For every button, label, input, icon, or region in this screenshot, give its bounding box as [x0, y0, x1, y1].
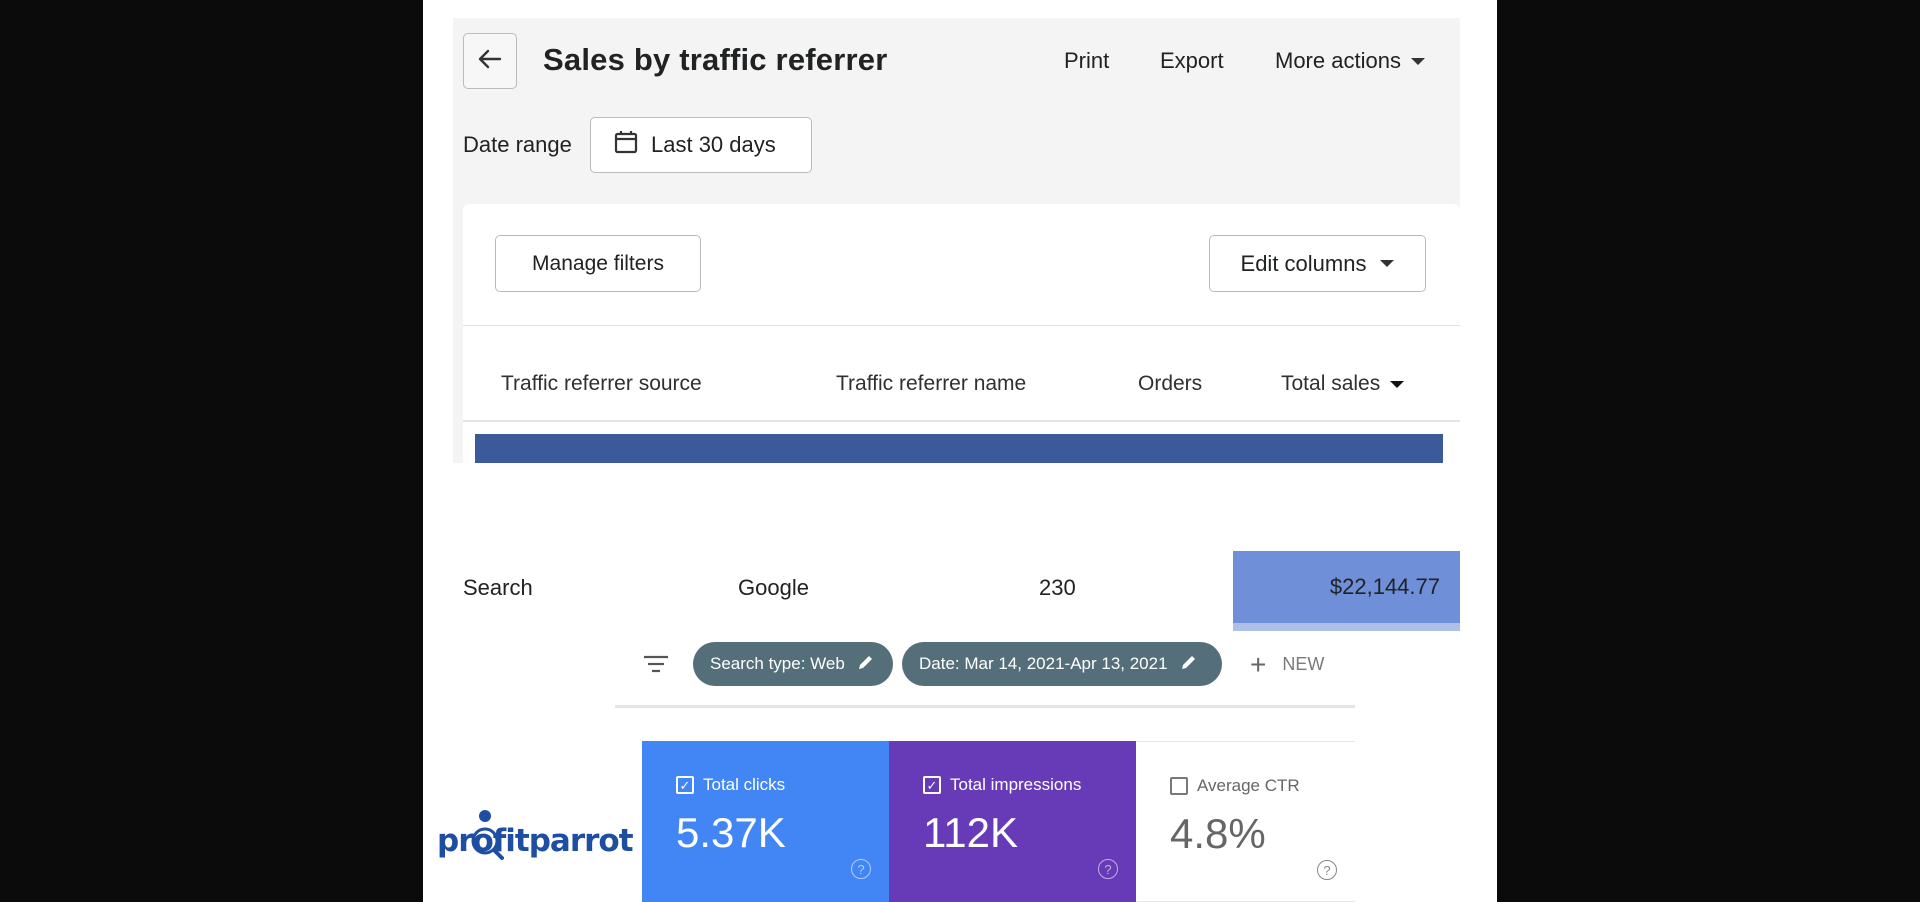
- cell-total-sales-value: $22,144.77: [1329, 574, 1440, 599]
- metric-card-total-impressions[interactable]: ✓ Total impressions 112K ?: [889, 741, 1136, 902]
- metric-label-text: Total clicks: [703, 775, 786, 794]
- help-icon[interactable]: ?: [1098, 859, 1118, 879]
- date-range-value: Last 30 days: [651, 132, 776, 157]
- metric-label-text: Total impressions: [950, 775, 1082, 794]
- chevron-down-icon: [1410, 57, 1425, 65]
- more-actions-label: More actions: [1275, 48, 1401, 73]
- logo-text: profitparrot: [437, 823, 634, 859]
- checkbox-checked-icon[interactable]: ✓: [923, 776, 941, 794]
- cell-source: Search: [463, 575, 533, 600]
- chevron-down-icon: [1380, 260, 1395, 267]
- metric-label: ✓ Total clicks: [676, 775, 785, 795]
- edit-columns-button[interactable]: Edit columns: [1209, 235, 1426, 292]
- checkbox-checked-icon[interactable]: ✓: [676, 776, 694, 794]
- cell-name: Google: [738, 575, 809, 600]
- column-header-orders[interactable]: Orders: [1138, 372, 1203, 395]
- profitparrot-logo: profitparrot: [437, 805, 634, 865]
- date-range-label: Date range: [463, 132, 572, 157]
- more-actions-button[interactable]: More actions: [1275, 48, 1425, 74]
- date-range-picker[interactable]: Last 30 days: [590, 117, 812, 173]
- export-button[interactable]: Export: [1160, 48, 1224, 73]
- filter-icon[interactable]: [643, 654, 669, 679]
- metric-value: 4.8%: [1170, 810, 1266, 857]
- search-type-chip-label: Search type: Web: [710, 654, 845, 673]
- metric-value: 5.37K: [676, 809, 786, 856]
- metric-label: ✓ Total impressions: [923, 775, 1081, 795]
- edit-columns-label: Edit columns: [1240, 250, 1367, 276]
- pencil-icon[interactable]: [857, 653, 875, 676]
- pencil-icon[interactable]: [1180, 653, 1198, 676]
- search-console-panel: Search type: Web Date: Mar 14, 2021-Apr …: [615, 632, 1355, 902]
- column-header-source[interactable]: Traffic referrer source: [501, 372, 702, 395]
- date-chip[interactable]: Date: Mar 14, 2021-Apr 13, 2021: [902, 642, 1222, 686]
- back-button[interactable]: [463, 33, 517, 89]
- divider: [463, 325, 1460, 326]
- new-filter-button[interactable]: + NEW: [1250, 648, 1325, 680]
- help-icon[interactable]: ?: [851, 859, 871, 879]
- date-chip-label: Date: Mar 14, 2021-Apr 13, 2021: [919, 654, 1168, 673]
- page-title: Sales by traffic referrer: [543, 42, 888, 77]
- metric-label-text: Average CTR: [1197, 776, 1300, 795]
- report-table-card: Manage filters Edit columns Traffic refe…: [463, 204, 1460, 482]
- help-icon[interactable]: ?: [1317, 860, 1337, 880]
- column-header-total-sales-label: Total sales: [1281, 372, 1381, 395]
- divider: [463, 420, 1460, 422]
- metric-value: 112K: [923, 809, 1018, 856]
- sort-desc-icon: [1390, 380, 1405, 388]
- cell-total-sales-underbar: [1233, 623, 1460, 631]
- metric-label: Average CTR: [1170, 776, 1300, 796]
- calendar-icon: [613, 129, 639, 161]
- crop-gap: [453, 463, 1497, 551]
- right-frame: [1497, 0, 1920, 902]
- cell-orders: 230: [1039, 575, 1076, 600]
- sales-report-panel: Sales by traffic referrer Print Export M…: [453, 18, 1460, 482]
- metric-card-average-ctr[interactable]: Average CTR 4.8% ?: [1136, 741, 1355, 902]
- new-filter-label: NEW: [1282, 654, 1325, 674]
- column-header-total-sales[interactable]: Total sales: [1281, 372, 1405, 396]
- collage-canvas: Sales by traffic referrer Print Export M…: [423, 0, 1497, 902]
- filter-bar: Search type: Web Date: Mar 14, 2021-Apr …: [615, 632, 1355, 708]
- checkbox-unchecked-icon[interactable]: [1170, 777, 1188, 795]
- left-frame: [0, 0, 423, 902]
- search-type-chip[interactable]: Search type: Web: [693, 642, 893, 686]
- arrow-left-icon: [478, 49, 502, 74]
- column-header-name[interactable]: Traffic referrer name: [836, 372, 1027, 395]
- manage-filters-button[interactable]: Manage filters: [495, 235, 701, 292]
- plus-icon: +: [1250, 648, 1267, 680]
- print-button[interactable]: Print: [1064, 48, 1110, 73]
- cell-total-sales: $22,144.77: [1233, 551, 1460, 623]
- table-row[interactable]: Search Google 230 $22,144.77: [453, 551, 1460, 631]
- metric-card-total-clicks[interactable]: ✓ Total clicks 5.37K ?: [642, 741, 889, 902]
